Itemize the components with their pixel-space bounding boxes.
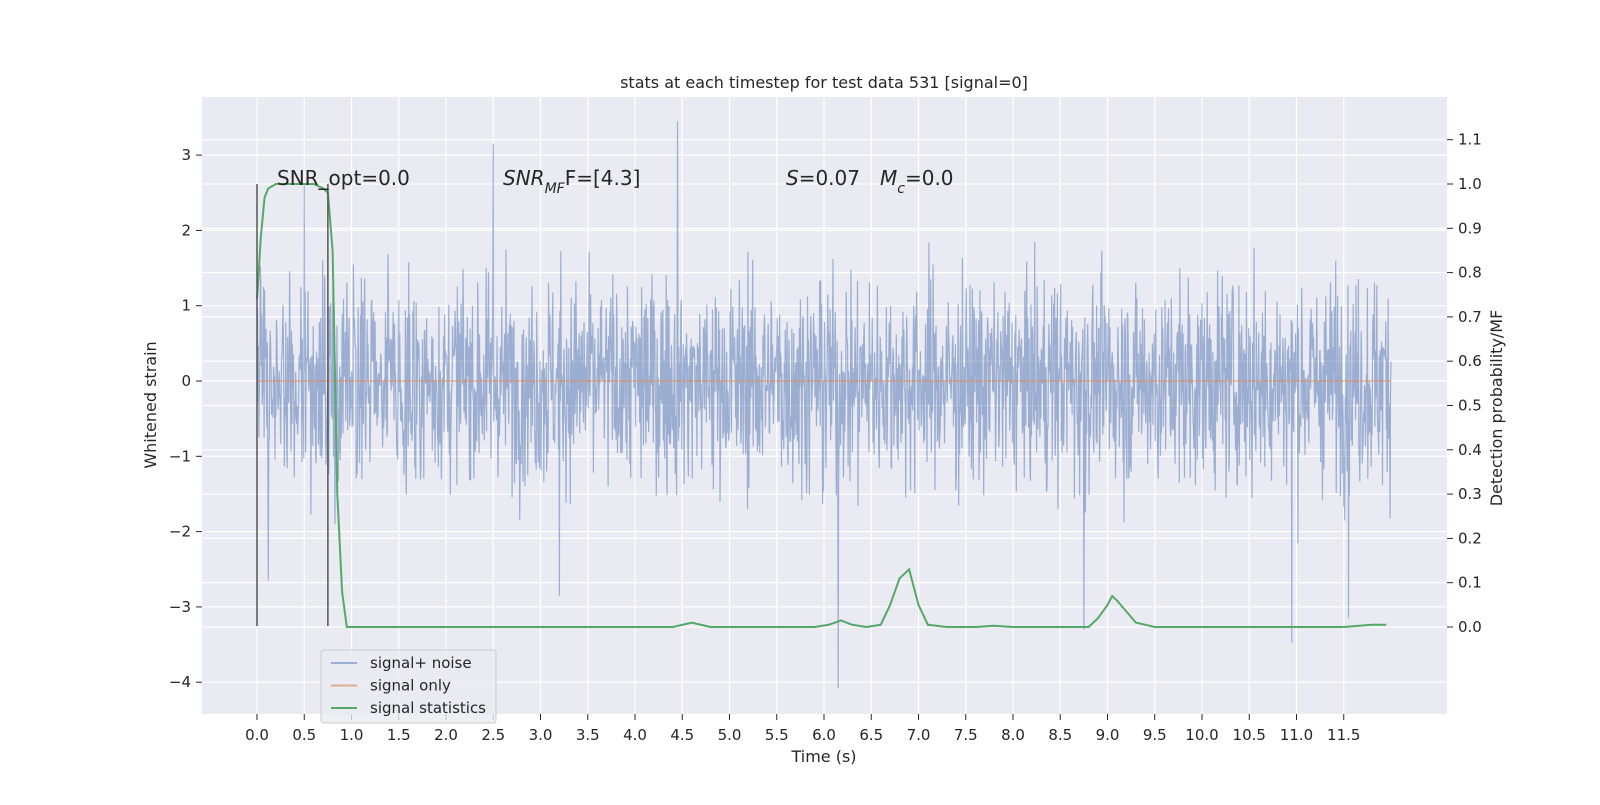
x-tick-label: 3.5 xyxy=(576,726,600,744)
y-tick-label: −3 xyxy=(169,598,191,616)
y2-tick-label: 0.9 xyxy=(1458,219,1482,237)
legend-box xyxy=(320,649,497,724)
x-tick-label: 0.0 xyxy=(245,726,269,744)
annotation-segment: SNR_opt=0.0 xyxy=(277,166,410,190)
series-signal-plus-noise xyxy=(256,121,1392,689)
x-tick-label: 5.0 xyxy=(718,726,742,744)
x-tick-label: 10.5 xyxy=(1233,726,1266,744)
x-tick-label: 3.0 xyxy=(529,726,553,744)
x-tick-label: 9.0 xyxy=(1096,726,1120,744)
y-tick-label: −2 xyxy=(169,523,191,541)
x-tick-label: 6.0 xyxy=(812,726,836,744)
y2-tick-label: 0.3 xyxy=(1458,485,1482,503)
y2-axis-label: Detection probability/MF xyxy=(1487,310,1506,507)
legend: signal+ noise signal only signal statistic… xyxy=(320,649,497,724)
y2-tick-label: 0.7 xyxy=(1458,308,1482,326)
x-tick-label: 0.5 xyxy=(292,726,316,744)
x-tick-label: 11.0 xyxy=(1280,726,1313,744)
annotation-text: Mc=0.0 xyxy=(880,166,954,197)
vertical-markers xyxy=(256,184,329,626)
y2-tick-label: 1.1 xyxy=(1458,131,1482,149)
series-signal-statistics xyxy=(256,183,1387,629)
annotation-text: SNR_opt=0.0 xyxy=(277,166,410,190)
x-tick-label: 4.0 xyxy=(623,726,647,744)
x-tick-label: 2.0 xyxy=(434,726,458,744)
annotation-text: SNRMFF=[4.3] xyxy=(503,166,640,197)
annotation-segment: S xyxy=(786,166,799,190)
x-tick-label: 9.5 xyxy=(1143,726,1167,744)
annotation-segment: c xyxy=(897,181,905,197)
annotation-text: S=0.07 xyxy=(786,166,860,190)
x-axis-ticks: 0.0 0.5 1.0 1.5 2.0 2.5 3.0 3.5 4.0 4.5 5.0 5.5 6.0 6… xyxy=(245,714,1360,744)
y-axis-label: Whitened strain xyxy=(141,341,160,468)
y-tick-label: 0 xyxy=(181,372,191,390)
x-tick-label: 4.5 xyxy=(670,726,694,744)
x-tick-label: 5.5 xyxy=(765,726,789,744)
annotation-segment: =0.0 xyxy=(905,166,954,190)
y2-tick-label: 0.6 xyxy=(1458,352,1482,370)
x-tick-label: 7.5 xyxy=(954,726,978,744)
annotation-segment: F=[4.3] xyxy=(565,166,641,190)
y2-tick-label: 1.0 xyxy=(1458,175,1482,193)
y-tick-label: 3 xyxy=(181,146,191,164)
x-tick-label: 8.0 xyxy=(1001,726,1025,744)
annotation-segment: MF xyxy=(545,181,566,197)
x-tick-label: 1.5 xyxy=(387,726,411,744)
y-tick-label: 2 xyxy=(181,221,191,239)
x-tick-label: 6.5 xyxy=(859,726,883,744)
y-tick-label: 1 xyxy=(181,297,191,315)
x-tick-label: 2.5 xyxy=(481,726,505,744)
x-tick-label: 7.0 xyxy=(907,726,931,744)
y2-tick-label: 0.8 xyxy=(1458,264,1482,282)
y2-tick-label: 0.5 xyxy=(1458,397,1482,415)
y2-tick-label: 0.0 xyxy=(1458,618,1482,636)
annotation-segment: M xyxy=(880,166,897,190)
y2-tick-label: 0.1 xyxy=(1458,574,1482,592)
annotations: SNR_opt=0.0 SNRMFF=[4.3] S=0.07 Mc=0.0 xyxy=(277,166,954,197)
x-tick-label: 8.5 xyxy=(1048,726,1072,744)
y2-tick-label: 0.4 xyxy=(1458,441,1482,459)
signal-statistics-line xyxy=(256,183,1387,629)
y2-axis-ticks: 1.1 1.0 0.9 0.8 0.7 0.6 0.5 0.4 0.3 0.2 0.1 0.0 xyxy=(1447,131,1482,636)
y-tick-label: −1 xyxy=(169,447,191,465)
legend-label: signal only xyxy=(370,677,451,695)
annotation-segment: =0.07 xyxy=(799,166,860,190)
legend-label: signal+ noise xyxy=(370,654,472,672)
y-axis-ticks: 3 2 1 0 −1 −2 −3 −4 xyxy=(169,146,202,691)
y2-tick-label: 0.2 xyxy=(1458,529,1482,547)
x-tick-label: 1.0 xyxy=(340,726,364,744)
x-axis-label: Time (s) xyxy=(790,747,856,766)
chart-title: stats at each timestep for test data 531… xyxy=(620,73,1028,92)
annotation-segment: SNR xyxy=(503,166,545,190)
x-tick-label: 11.5 xyxy=(1327,726,1360,744)
x-tick-label: 10.0 xyxy=(1185,726,1218,744)
y-tick-label: −4 xyxy=(169,673,191,691)
signal-plus-noise-line xyxy=(256,121,1392,689)
legend-label: signal statistics xyxy=(370,699,486,717)
